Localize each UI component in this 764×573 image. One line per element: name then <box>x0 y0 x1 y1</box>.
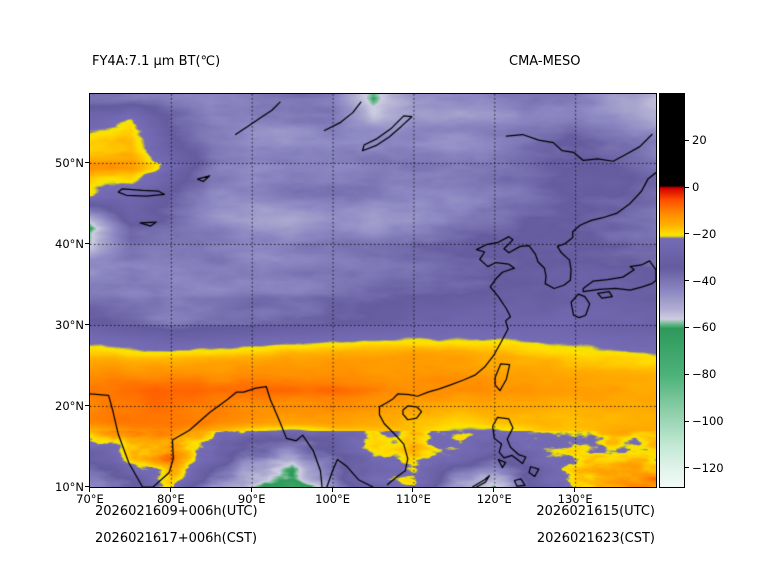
tick-mark <box>250 488 252 492</box>
x-tick-label: 90°E <box>237 492 266 506</box>
tick-mark <box>85 404 89 406</box>
colorbar-tick-label: 0 <box>692 180 700 195</box>
valid-time-cst: 2026021623(CST) <box>536 531 655 546</box>
init-time-utc: 2026021609+006h(UTC) <box>95 504 258 519</box>
colorbar-tick-label: −60 <box>692 320 717 335</box>
plot-title: FY4A:7.1 μm BT(℃) <box>92 54 221 69</box>
tick-mark <box>685 280 689 282</box>
tick-mark <box>85 242 89 244</box>
x-tick-label: 120°E <box>476 492 512 506</box>
y-tick-label: 10°N <box>55 480 84 494</box>
bt-map-canvas <box>89 93 657 488</box>
model-name: CMA-MESO <box>509 54 581 69</box>
y-tick-label: 50°N <box>55 155 84 170</box>
colorbar-tick-label: −80 <box>692 367 717 382</box>
colorbar-tick-label: −40 <box>692 273 717 288</box>
colorbar-tick-label: −120 <box>692 460 724 475</box>
valid-time-utc: 2026021615(UTC) <box>536 504 655 519</box>
tick-mark <box>685 139 689 141</box>
tick-mark <box>412 488 414 492</box>
init-time-cst: 2026021617+006h(CST) <box>95 531 258 546</box>
tick-mark <box>685 326 689 328</box>
y-tick-label: 30°N <box>55 317 84 332</box>
colorbar-tick-label: −100 <box>692 414 724 428</box>
tick-mark <box>493 488 495 492</box>
tick-mark <box>169 488 171 492</box>
tick-mark <box>685 420 689 422</box>
x-tick-label: 80°E <box>157 492 185 506</box>
tick-mark <box>685 233 689 235</box>
x-tick-label: 100°E <box>315 492 351 506</box>
tick-mark <box>685 186 689 188</box>
x-tick-label: 110°E <box>395 492 431 506</box>
colorbar-tick-label: 20 <box>692 133 707 148</box>
colorbar <box>659 93 685 488</box>
tick-mark <box>89 488 90 492</box>
tick-mark <box>331 488 333 492</box>
y-tick-label: 20°N <box>55 398 84 413</box>
x-tick-label: 130°E <box>557 492 593 506</box>
tick-mark <box>685 373 689 375</box>
tick-mark <box>85 486 89 487</box>
colorbar-tick-label: −20 <box>692 226 717 241</box>
tick-mark <box>85 323 89 325</box>
tick-mark <box>685 467 689 469</box>
tick-mark <box>574 488 576 492</box>
x-tick-label: 70°E <box>76 492 104 506</box>
tick-mark <box>85 161 89 163</box>
y-tick-label: 40°N <box>55 236 84 251</box>
